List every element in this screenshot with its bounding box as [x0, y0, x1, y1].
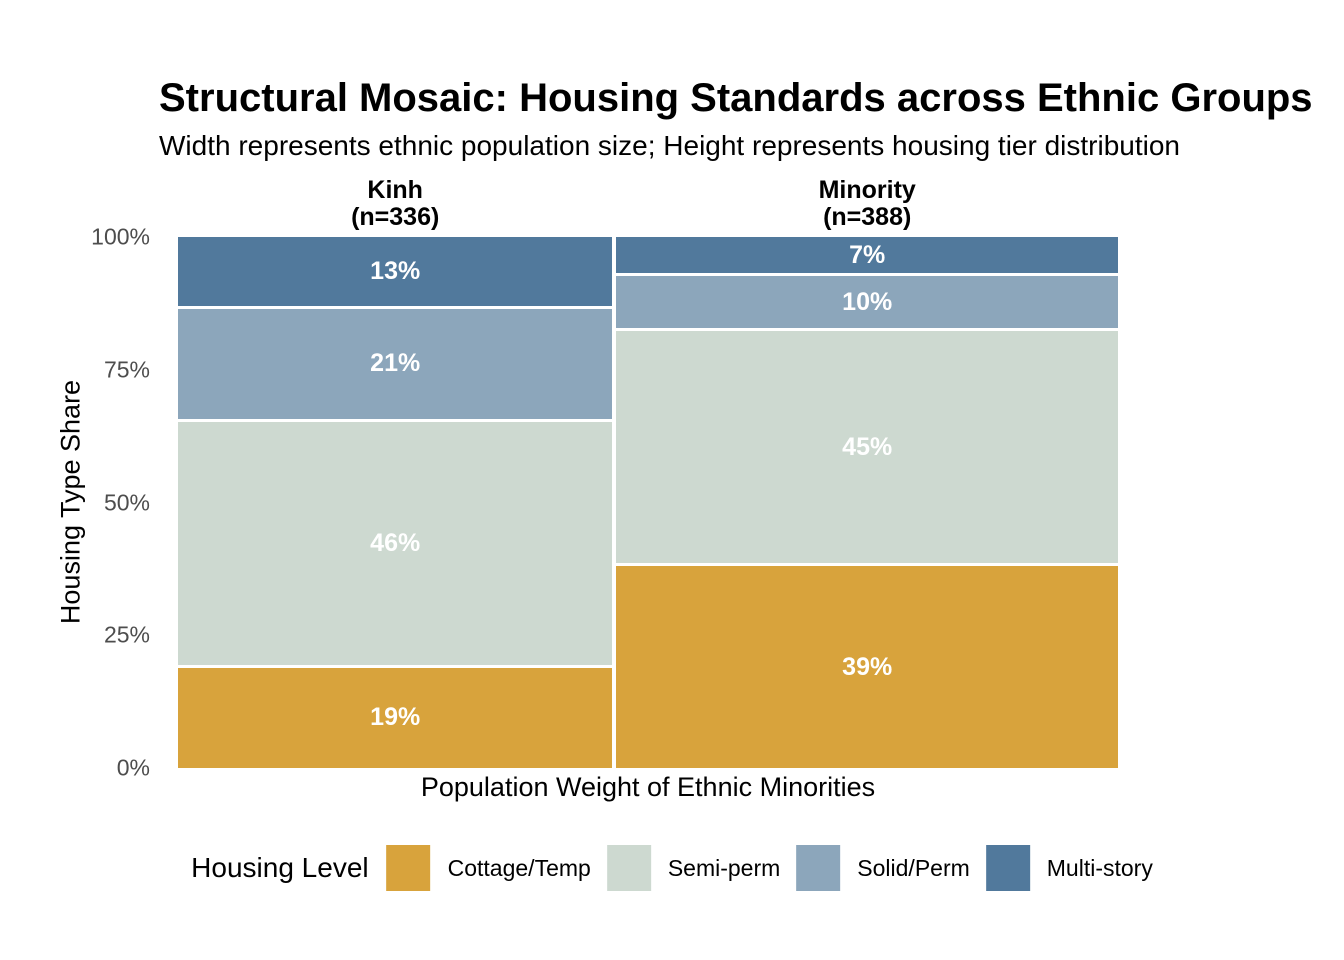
legend-label: Cottage/Temp	[447, 854, 591, 881]
legend-swatch-solid-perm	[796, 845, 841, 891]
legend-swatch-semi-perm	[606, 845, 651, 891]
segment-minority-semi-perm: 45%	[616, 330, 1118, 564]
legend-label: Multi-story	[1046, 854, 1153, 881]
segment-percent-label: 39%	[842, 652, 893, 681]
segment-kinh-multi-story: 13%	[178, 237, 613, 306]
y-tick-label: 0%	[116, 754, 150, 781]
legend-item-semi-perm: Semi-perm	[606, 845, 781, 891]
y-tick-label: 25%	[103, 621, 150, 648]
legend-item-solid-perm: Solid/Perm	[796, 845, 970, 891]
segment-kinh-solid-perm: 21%	[178, 308, 613, 420]
segment-percent-label: 19%	[370, 703, 421, 732]
segment-percent-label: 10%	[842, 287, 893, 316]
segment-minority-solid-perm: 10%	[616, 276, 1118, 328]
segment-kinh-cottage-temp: 19%	[178, 667, 613, 769]
column-header-name: Kinh	[367, 176, 423, 204]
chart-title: Structural Mosaic: Housing Standards acr…	[159, 76, 1313, 120]
legend: Housing Level Cottage/Temp Semi-perm Solid…	[191, 843, 1153, 893]
legend-item-cottage-temp: Cottage/Temp	[386, 845, 591, 891]
segment-minority-cottage-temp: 39%	[616, 566, 1118, 768]
legend-swatch-cottage-temp	[386, 845, 431, 891]
legend-item-multi-story: Multi-story	[985, 845, 1153, 891]
column-header-kinh: Kinh (n=336)	[351, 177, 439, 231]
legend-swatch-multi-story	[985, 845, 1030, 891]
y-tick-label: 100%	[91, 223, 150, 250]
mosaic-column-minority: 7% 10% 45% 39%	[616, 237, 1118, 768]
segment-percent-label: 45%	[842, 432, 893, 461]
column-headers: Kinh (n=336) Minority (n=388)	[178, 177, 1118, 233]
mosaic-column-kinh: 13% 21% 46% 19%	[178, 237, 613, 769]
y-axis-tick-labels: 100% 75% 50% 25% 0%	[0, 224, 150, 781]
segment-kinh-semi-perm: 46%	[178, 422, 613, 665]
segment-percent-label: 21%	[370, 349, 421, 378]
segment-percent-label: 7%	[849, 240, 886, 269]
x-axis-title: Population Weight of Ethnic Minorities	[420, 772, 876, 802]
y-axis-title: Housing Type Share	[55, 379, 86, 625]
chart-subtitle: Width represents ethnic population size;…	[159, 130, 1181, 161]
column-header-n: (n=336)	[351, 203, 440, 231]
legend-label: Semi-perm	[667, 854, 781, 881]
legend-title: Housing Level	[191, 852, 369, 883]
segment-minority-multi-story: 7%	[616, 237, 1118, 274]
segment-percent-label: 46%	[370, 529, 421, 558]
legend-label: Solid/Perm	[857, 854, 970, 881]
column-header-minority: Minority (n=388)	[819, 177, 916, 231]
segment-percent-label: 13%	[370, 256, 421, 285]
column-header-n: (n=388)	[823, 203, 912, 231]
column-header-name: Minority	[818, 176, 916, 204]
y-tick-label: 50%	[103, 489, 150, 515]
mosaic-panel: 13% 21% 46% 19% 7% 10% 45% 39%	[178, 237, 1118, 769]
y-tick-label: 75%	[103, 356, 150, 383]
